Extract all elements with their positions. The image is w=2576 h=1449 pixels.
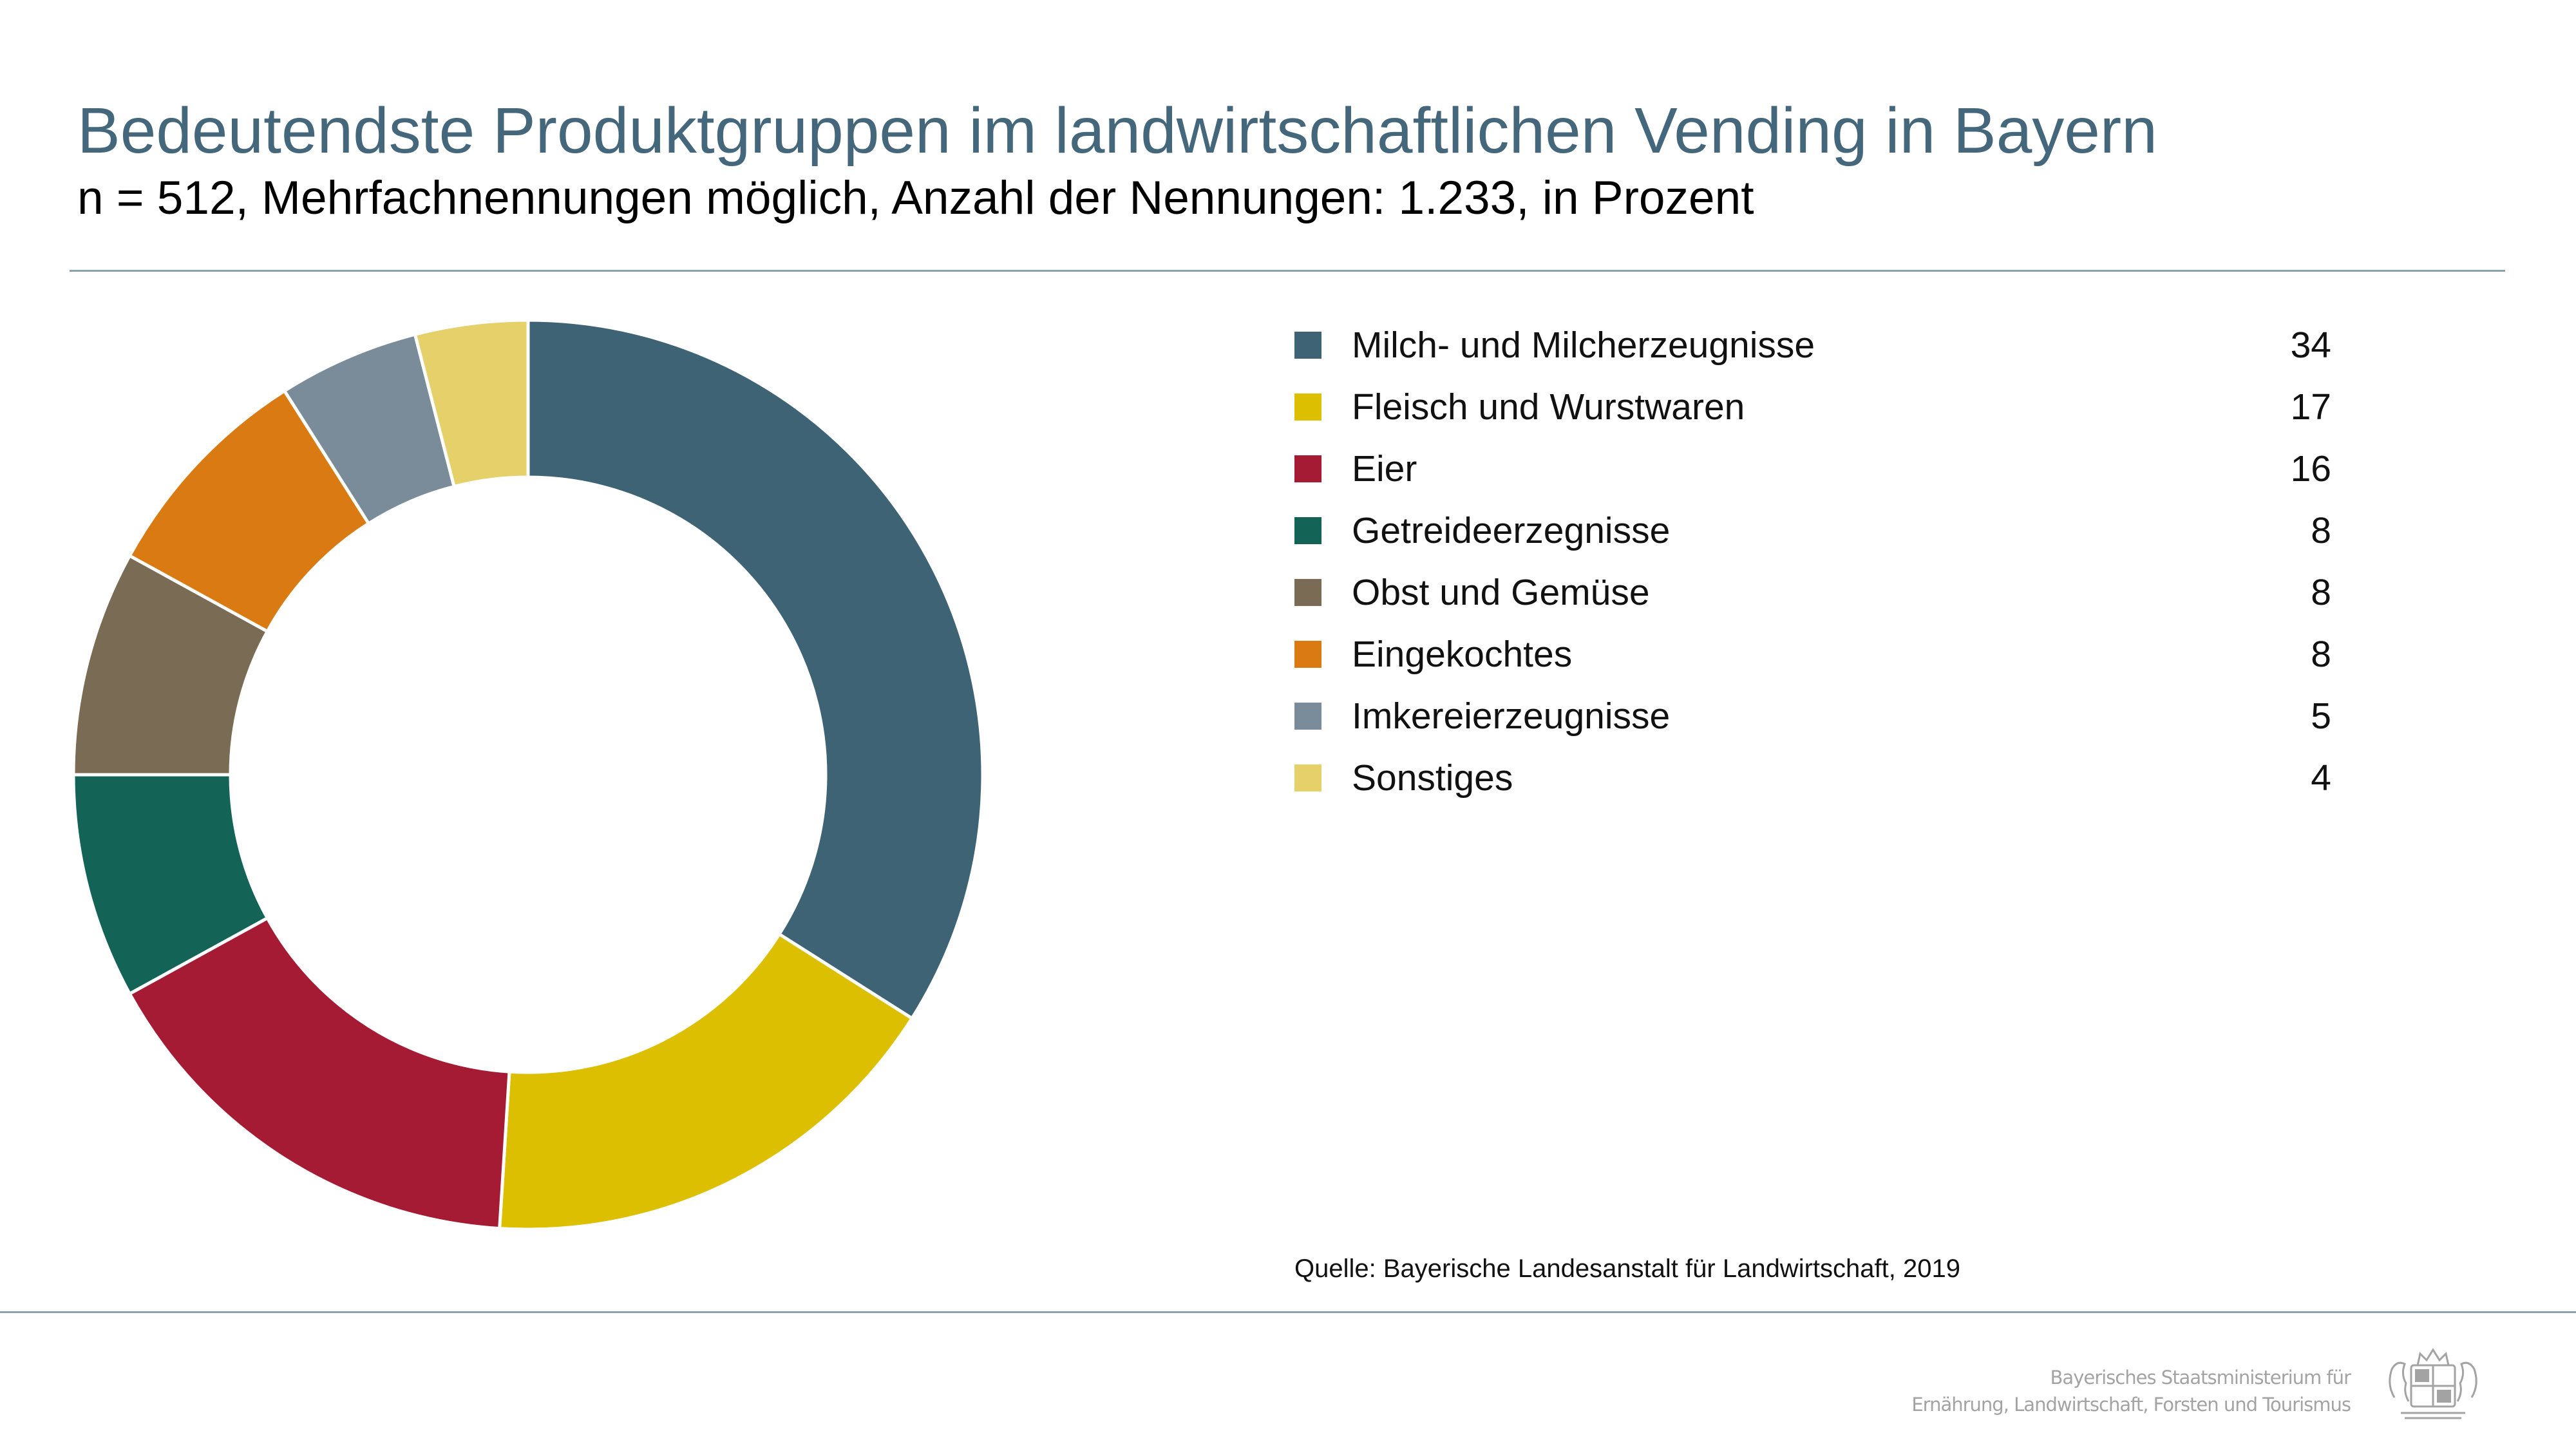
legend-label: Sonstiges [1352, 757, 1513, 799]
legend-label: Imkereierzeugnisse [1352, 696, 1671, 737]
legend-label: Getreideerzegnisse [1352, 510, 1671, 551]
legend-label: Eingekochtes [1352, 634, 1573, 675]
donut-slice-1 [526, 318, 985, 1021]
legend-label: Eier [1352, 448, 1417, 489]
legend-item: Imkereierzeugnisse 5 [1294, 685, 2331, 747]
source-note: Quelle: Bayerische Landesanstalt für Lan… [1294, 1255, 1960, 1283]
legend-item: Getreideerzegnisse 8 [1294, 500, 2331, 562]
legend-label: Milch- und Milcherzeugnisse [1352, 325, 1815, 366]
legend-item: Fleisch und Wurstwaren 17 [1294, 376, 2331, 438]
legend-value: 5 [2311, 696, 2331, 737]
donut-slice-3 [127, 916, 511, 1231]
legend-item: Obst und Gemüse 8 [1294, 562, 2331, 623]
header-divider [70, 270, 2505, 272]
chart-legend: Milch- und Milcherzeugnisse 34 Fleisch u… [1294, 314, 2331, 809]
donut-chart [71, 318, 985, 1231]
donut-slice-2 [498, 932, 914, 1231]
legend-value: 8 [2311, 510, 2331, 551]
legend-swatch [1294, 641, 1321, 668]
legend-swatch [1294, 579, 1321, 606]
legend-item: Milch- und Milcherzeugnisse 34 [1294, 314, 2331, 376]
legend-value: 34 [2290, 325, 2331, 366]
ministry-line-2: Ernährung, Landwirtschaft, Forsten und T… [1911, 1394, 2351, 1416]
legend-swatch [1294, 455, 1321, 482]
legend-item: Eier 16 [1294, 438, 2331, 500]
legend-swatch [1294, 764, 1321, 791]
legend-value: 16 [2290, 448, 2331, 489]
legend-value: 17 [2290, 386, 2331, 428]
legend-label: Obst und Gemüse [1352, 572, 1650, 613]
chart-subtitle: n = 512, Mehrfachnennungen möglich, Anza… [77, 172, 1754, 224]
donut-slice-8 [413, 318, 530, 489]
legend-value: 4 [2311, 757, 2331, 799]
legend-label: Fleisch und Wurstwaren [1352, 386, 1745, 428]
ministry-line-1: Bayerisches Staatsministerium für [2050, 1367, 2351, 1388]
legend-swatch [1294, 393, 1321, 421]
legend-swatch [1294, 332, 1321, 359]
legend-value: 8 [2311, 572, 2331, 613]
legend-swatch [1294, 703, 1321, 730]
footer-divider [0, 1311, 2576, 1313]
chart-title: Bedeutendste Produktgruppen im landwirts… [77, 95, 2157, 167]
legend-value: 8 [2311, 634, 2331, 675]
legend-swatch [1294, 517, 1321, 544]
legend-item: Eingekochtes 8 [1294, 623, 2331, 685]
bavarian-crest-icon [2389, 1348, 2477, 1419]
legend-item: Sonstiges 4 [1294, 747, 2331, 809]
ministry-logotype: Bayerisches Staatsministerium für Ernähr… [1911, 1364, 2351, 1418]
